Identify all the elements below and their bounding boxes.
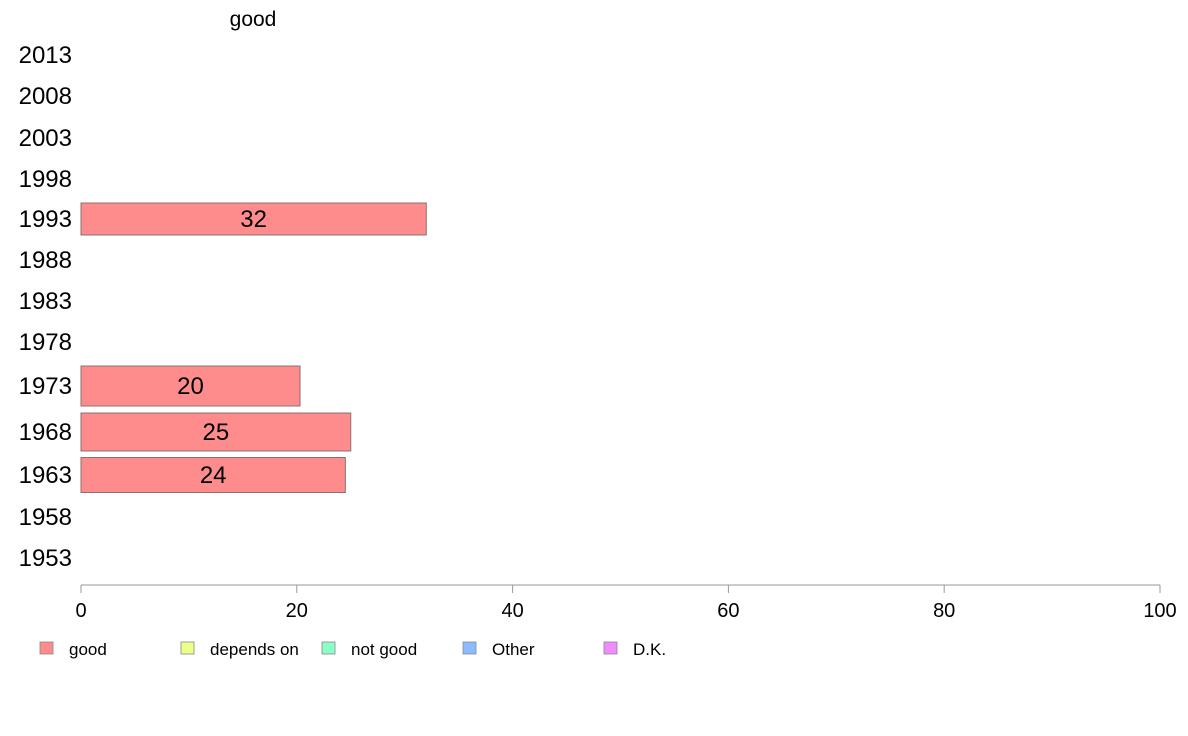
x-tick-label-20: 20 [286, 600, 308, 622]
legend-label-4: D.K. [633, 640, 666, 659]
bar-1993 [80, 202, 427, 236]
legend-label-2: not good [351, 640, 417, 659]
year-labels: 2013 2008 2003 1998 1993 1988 1983 1978 1973 1968… [19, 42, 72, 572]
year-label-2008: 2008 [19, 83, 72, 110]
legend: good depends on not good Other D.K. [39, 640, 666, 659]
legend-swatch-4 [603, 641, 618, 655]
x-tick-label-100: 100 [1143, 600, 1176, 622]
chart-title: good [230, 8, 277, 31]
x-tick-label-0: 0 [75, 600, 86, 622]
legend-swatch-0 [39, 641, 54, 655]
bars: 32 20 25 24 [80, 202, 427, 493]
value-label-1973: 20 [177, 373, 204, 400]
year-label-1993: 1993 [19, 206, 72, 233]
year-label-1978: 1978 [19, 329, 72, 356]
value-label-1963: 24 [200, 462, 227, 489]
bar-1963 [80, 457, 346, 493]
legend-label-3: Other [492, 640, 535, 659]
year-label-1998: 1998 [19, 166, 72, 193]
year-label-1983: 1983 [19, 288, 72, 315]
value-label-1968: 25 [203, 419, 230, 446]
value-label-1993: 32 [240, 206, 267, 233]
legend-swatch-1 [180, 641, 195, 655]
legend-label-1: depends on [210, 640, 299, 659]
bar-1973 [80, 365, 301, 407]
year-label-1963: 1963 [19, 462, 72, 489]
year-label-1953: 1953 [19, 545, 72, 572]
x-tick-label-40: 40 [501, 600, 523, 622]
year-label-2003: 2003 [19, 125, 72, 152]
x-axis: 0 20 40 60 80 100 [75, 584, 1177, 622]
bar-1968 [80, 412, 352, 452]
legend-label-0: good [69, 640, 107, 659]
year-label-1973: 1973 [19, 373, 72, 400]
year-label-2013: 2013 [19, 42, 72, 69]
year-label-1988: 1988 [19, 247, 72, 274]
year-label-1958: 1958 [19, 504, 72, 531]
legend-swatch-2 [321, 641, 336, 655]
legend-swatch-3 [462, 641, 477, 655]
x-tick-label-60: 60 [717, 600, 739, 622]
x-tick-label-80: 80 [933, 600, 955, 622]
year-label-1968: 1968 [19, 419, 72, 446]
